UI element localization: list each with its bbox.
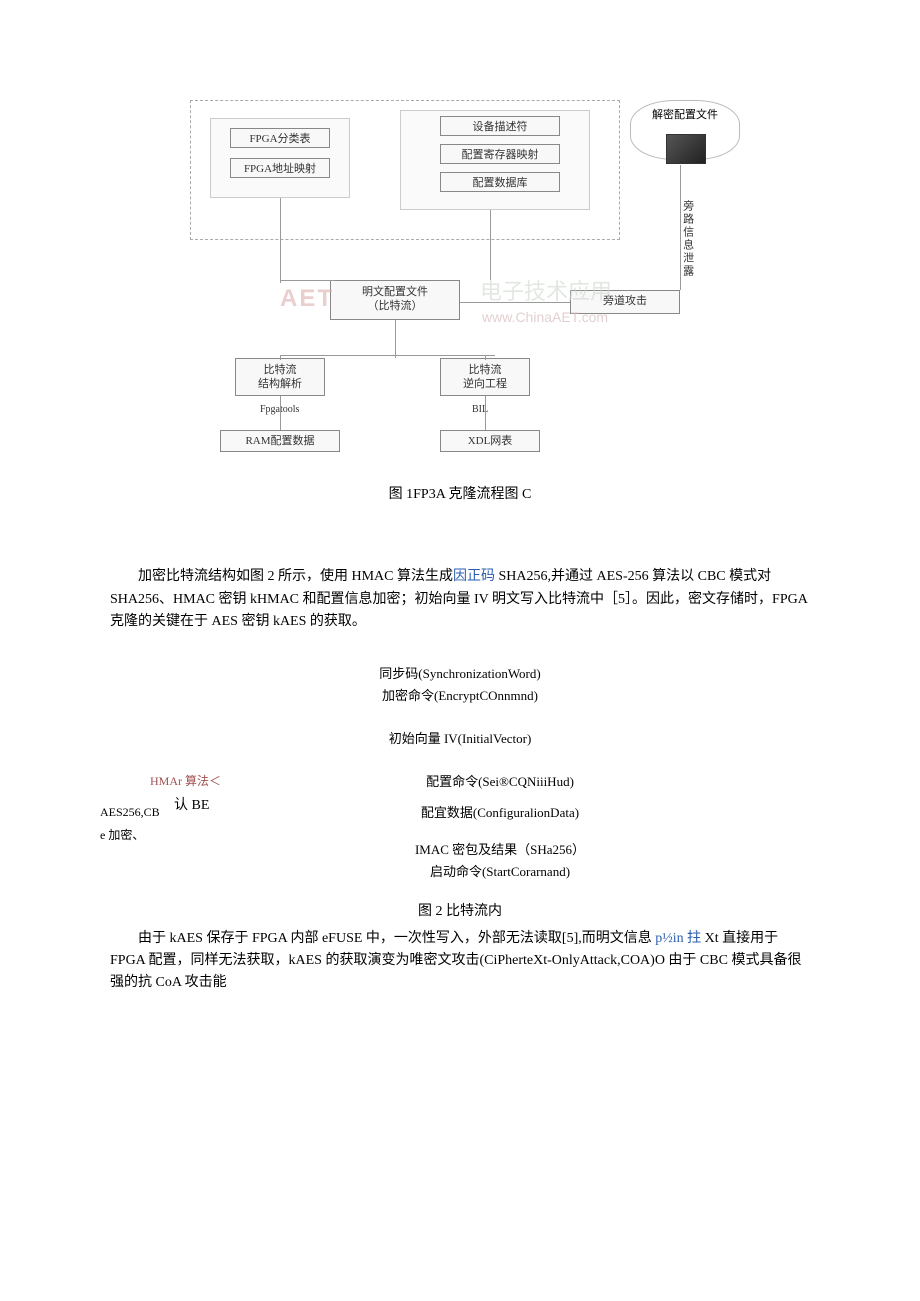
- fig2-start-cmd: 启动命令(StartCorarnand): [230, 862, 690, 883]
- fig2-config-cmd: 配置命令(Sei®CQNiiiHud): [230, 772, 690, 793]
- fig2-side-be: 认 BE: [174, 795, 209, 817]
- box-bitstream-parse: 比特流 结构解析: [235, 358, 325, 396]
- box-fpga-classtable: FPGA分类表: [230, 128, 330, 148]
- fig2-side-encrypt: e 加密、: [100, 826, 144, 845]
- figure1-caption: 图 1FP3A 克隆流程图 C: [110, 484, 810, 506]
- link-correction-code[interactable]: 因正码: [453, 569, 495, 584]
- fig2-encrypt-cmd: 加密命令(EncryptCOnnmnd): [230, 686, 690, 707]
- figure2-caption: 图 2 比特流内: [110, 901, 810, 923]
- fig2-initial-vector: 初始向量 IV(InitialVector): [230, 729, 690, 750]
- box-plaintext-bitstream: 明文配置文件 （比特流）: [330, 280, 460, 320]
- watermark-cn: 电子技术应用: [480, 274, 612, 309]
- box-config-register-map: 配置寄存器映射: [440, 144, 560, 164]
- paragraph-1: 加密比特流结构如图 2 所示，使用 HMAC 算法生成因正码 SHA256,并通…: [110, 566, 810, 633]
- box-xdl-netlist: XDL网表: [440, 430, 540, 452]
- figure1-diagram: FPGA分类表 FPGA地址映射 设备描述符 配置寄存器映射 配置数据库 明文配…: [180, 100, 740, 480]
- fig2-config-data: 配宜数据(ConfiguralionData): [230, 803, 690, 824]
- box-ram-config-data: RAM配置数据: [220, 430, 340, 452]
- watermark-url: www.ChinaAET.com: [482, 306, 608, 328]
- chip-icon: [666, 134, 706, 164]
- fig2-sync-word: 同步码(SynchronizationWord): [230, 664, 690, 685]
- fig2-side-aes: AES256,CB: [100, 803, 160, 822]
- box-config-database: 配置数据库: [440, 172, 560, 192]
- box-bitstream-reverse: 比特流 逆向工程: [440, 358, 530, 396]
- fig2-hmac-result: IMAC 密包及结果（SHa256）: [230, 840, 690, 861]
- paragraph-2: 由于 kAES 保存于 FPGA 内部 eFUSE 中，一次性写入，外部无法读取…: [110, 928, 810, 995]
- box-device-descriptor: 设备描述符: [440, 116, 560, 136]
- figure2-area: 同步码(SynchronizationWord) 加密命令(EncryptCOn…: [230, 664, 690, 884]
- watermark-aet: AET: [280, 280, 334, 318]
- fig2-side-hmac: HMAr 算法＜: [150, 772, 221, 791]
- link-pin[interactable]: p½in 拄: [655, 931, 701, 946]
- box-fpga-addrmap: FPGA地址映射: [230, 158, 330, 178]
